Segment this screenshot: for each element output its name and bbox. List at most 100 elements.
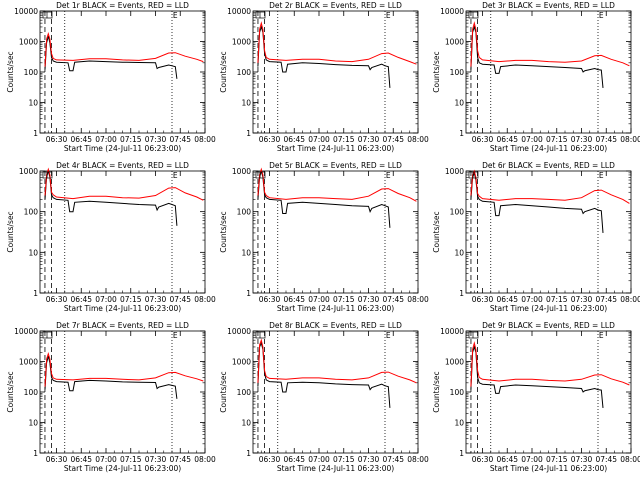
y-tick-label: 10000	[440, 7, 464, 16]
x-tick-label: 07:30	[145, 295, 167, 304]
events-series-line	[470, 25, 604, 88]
y-tick-label: 1000	[19, 38, 38, 47]
x-tick-label: 07:15	[120, 295, 142, 304]
events-series-line	[470, 345, 604, 408]
y-tick-label: 1000	[445, 38, 464, 47]
y-tick-label: 10	[241, 419, 251, 428]
y-tick-label: 10000	[440, 327, 464, 336]
y-tick-label: 100	[237, 208, 252, 217]
x-tick-label: 06:30	[46, 455, 68, 464]
x-tick-label: 07:15	[333, 135, 355, 144]
top-left-marker	[255, 171, 266, 179]
x-tick-label: 06:45	[496, 295, 518, 304]
x-tick-label: 07:15	[333, 455, 355, 464]
plot-panel: Det 5r BLACK = Events, RED = LLD 1000 100 1…	[219, 161, 429, 313]
x-axis-label: Start Time (24-Jul-11 06:23:00)	[490, 144, 607, 153]
y-tick-label: 10000	[14, 327, 38, 336]
top-left-marker	[255, 331, 266, 339]
x-tick-label: 07:30	[358, 135, 380, 144]
x-axis-label: Start Time (24-Jul-11 06:23:00)	[277, 144, 394, 153]
x-tick-label: 07:45	[382, 455, 404, 464]
plot-title: Det 7r BLACK = Events, RED = LLD	[56, 321, 189, 330]
x-tick-label: 06:30	[259, 455, 281, 464]
top-left-marker	[468, 331, 479, 339]
x-tick-label: 07:30	[145, 455, 167, 464]
x-tick-label: 06:30	[472, 135, 494, 144]
x-tick-label: 07:00	[521, 295, 543, 304]
e-annotation: E	[599, 331, 604, 340]
x-tick-label: 08:00	[407, 135, 429, 144]
events-series-line	[470, 171, 604, 233]
x-tick-label: 06:45	[283, 135, 305, 144]
y-tick-label: 1	[459, 289, 464, 298]
plot-title: Det 3r BLACK = Events, RED = LLD	[482, 1, 615, 10]
plot-title: Det 9r BLACK = Events, RED = LLD	[482, 321, 615, 330]
x-tick-label: 06:30	[46, 135, 68, 144]
x-tick-label: 07:30	[571, 455, 593, 464]
e-annotation: E	[173, 331, 178, 340]
x-tick-label: 06:45	[496, 455, 518, 464]
top-left-marker	[42, 171, 53, 179]
lld-series-line	[44, 351, 204, 387]
x-tick-label: 07:00	[521, 135, 543, 144]
x-tick-label: 06:45	[70, 135, 92, 144]
x-tick-label: 07:30	[145, 135, 167, 144]
lld-series-line	[44, 167, 204, 201]
y-axis-label: Counts/sec	[219, 211, 228, 252]
y-axis-label: Counts/sec	[432, 51, 441, 92]
e-annotation: E	[173, 171, 178, 180]
x-tick-label: 07:45	[382, 295, 404, 304]
events-series-line	[257, 25, 391, 88]
y-tick-label: 1000	[19, 358, 38, 367]
y-tick-label: 100	[24, 68, 39, 77]
x-tick-label: 08:00	[407, 455, 429, 464]
x-tick-label: 07:15	[120, 135, 142, 144]
y-tick-label: 1000	[232, 38, 251, 47]
y-tick-label: 1	[33, 289, 38, 298]
x-tick-label: 07:30	[571, 295, 593, 304]
e-annotation: E	[386, 331, 391, 340]
plot-panel: Det 6r BLACK = Events, RED = LLD 1000 100 1…	[432, 161, 640, 313]
y-tick-label: 100	[450, 208, 465, 217]
x-tick-label: 07:15	[546, 135, 568, 144]
lld-series-line	[470, 21, 630, 67]
y-tick-label: 1000	[19, 167, 38, 176]
plot-panel: Det 2r BLACK = Events, RED = LLD10000100…	[219, 1, 429, 153]
x-axis-label: Start Time (24-Jul-11 06:23:00)	[490, 464, 607, 473]
x-tick-label: 07:45	[595, 135, 617, 144]
y-tick-label: 1000	[445, 358, 464, 367]
e-annotation: E	[386, 171, 391, 180]
x-tick-label: 07:15	[333, 295, 355, 304]
y-tick-label: 100	[237, 388, 252, 397]
x-tick-label: 07:15	[120, 455, 142, 464]
y-tick-label: 10	[28, 99, 38, 108]
y-tick-label: 10	[454, 99, 464, 108]
y-axis-label: Counts/sec	[219, 371, 228, 412]
x-axis-label: Start Time (24-Jul-11 06:23:00)	[490, 304, 607, 313]
top-left-marker	[255, 11, 266, 19]
y-tick-label: 1	[246, 129, 251, 138]
x-tick-label: 06:45	[283, 455, 305, 464]
e-annotation: E	[173, 11, 178, 20]
plot-title: Det 8r BLACK = Events, RED = LLD	[269, 321, 402, 330]
x-tick-label: 06:30	[46, 295, 68, 304]
y-tick-label: 100	[450, 388, 465, 397]
x-tick-label: 07:00	[95, 455, 117, 464]
x-axis-label: Start Time (24-Jul-11 06:23:00)	[64, 304, 181, 313]
y-tick-label: 1000	[445, 167, 464, 176]
y-tick-label: 1	[246, 449, 251, 458]
x-tick-label: 06:45	[496, 135, 518, 144]
y-tick-label: 1	[33, 129, 38, 138]
plot-title: Det 6r BLACK = Events, RED = LLD	[482, 161, 615, 170]
x-tick-label: 07:00	[521, 455, 543, 464]
x-axis-label: Start Time (24-Jul-11 06:23:00)	[277, 464, 394, 473]
lld-series-line	[257, 21, 417, 65]
top-left-marker	[468, 11, 479, 19]
x-tick-label: 06:45	[283, 295, 305, 304]
plot-panel: Det 3r BLACK = Events, RED = LLD10000100…	[432, 1, 640, 153]
top-left-marker	[42, 331, 53, 339]
y-axis-label: Counts/sec	[432, 211, 441, 252]
x-tick-label: 07:00	[308, 135, 330, 144]
y-axis-label: Counts/sec	[219, 51, 228, 92]
y-tick-label: 1	[246, 289, 251, 298]
